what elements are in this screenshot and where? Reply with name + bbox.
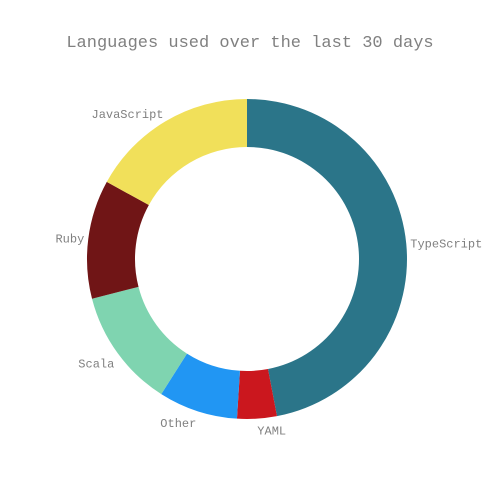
slice-other[interactable] [161,353,240,419]
slice-scala[interactable] [92,286,187,395]
slice-yaml[interactable] [236,369,277,419]
slice-label-scala: Scala [78,357,114,371]
slice-javascript[interactable] [106,99,248,206]
slice-label-yaml: YAML [257,425,286,439]
slice-typescript[interactable] [247,99,407,417]
slice-label-javascript: JavaScript [92,108,164,122]
slice-label-other: Other [160,417,196,431]
slice-label-typescript: TypeScript [410,238,482,252]
chart-title: Languages used over the last 30 days [66,34,434,53]
slice-label-ruby: Ruby [55,232,84,246]
slice-ruby[interactable] [87,181,149,299]
